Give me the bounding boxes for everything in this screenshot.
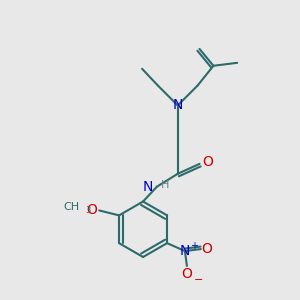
Text: H: H [161, 180, 169, 190]
Text: N: N [180, 244, 190, 258]
Text: N: N [142, 180, 153, 194]
Text: CH: CH [63, 202, 80, 212]
Text: O: O [86, 203, 97, 218]
Text: O: O [182, 267, 192, 281]
Text: 3: 3 [85, 206, 91, 215]
Text: N: N [172, 98, 183, 112]
Text: −: − [194, 275, 203, 285]
Text: +: + [190, 241, 198, 251]
Text: O: O [201, 242, 212, 256]
Text: O: O [202, 155, 213, 169]
